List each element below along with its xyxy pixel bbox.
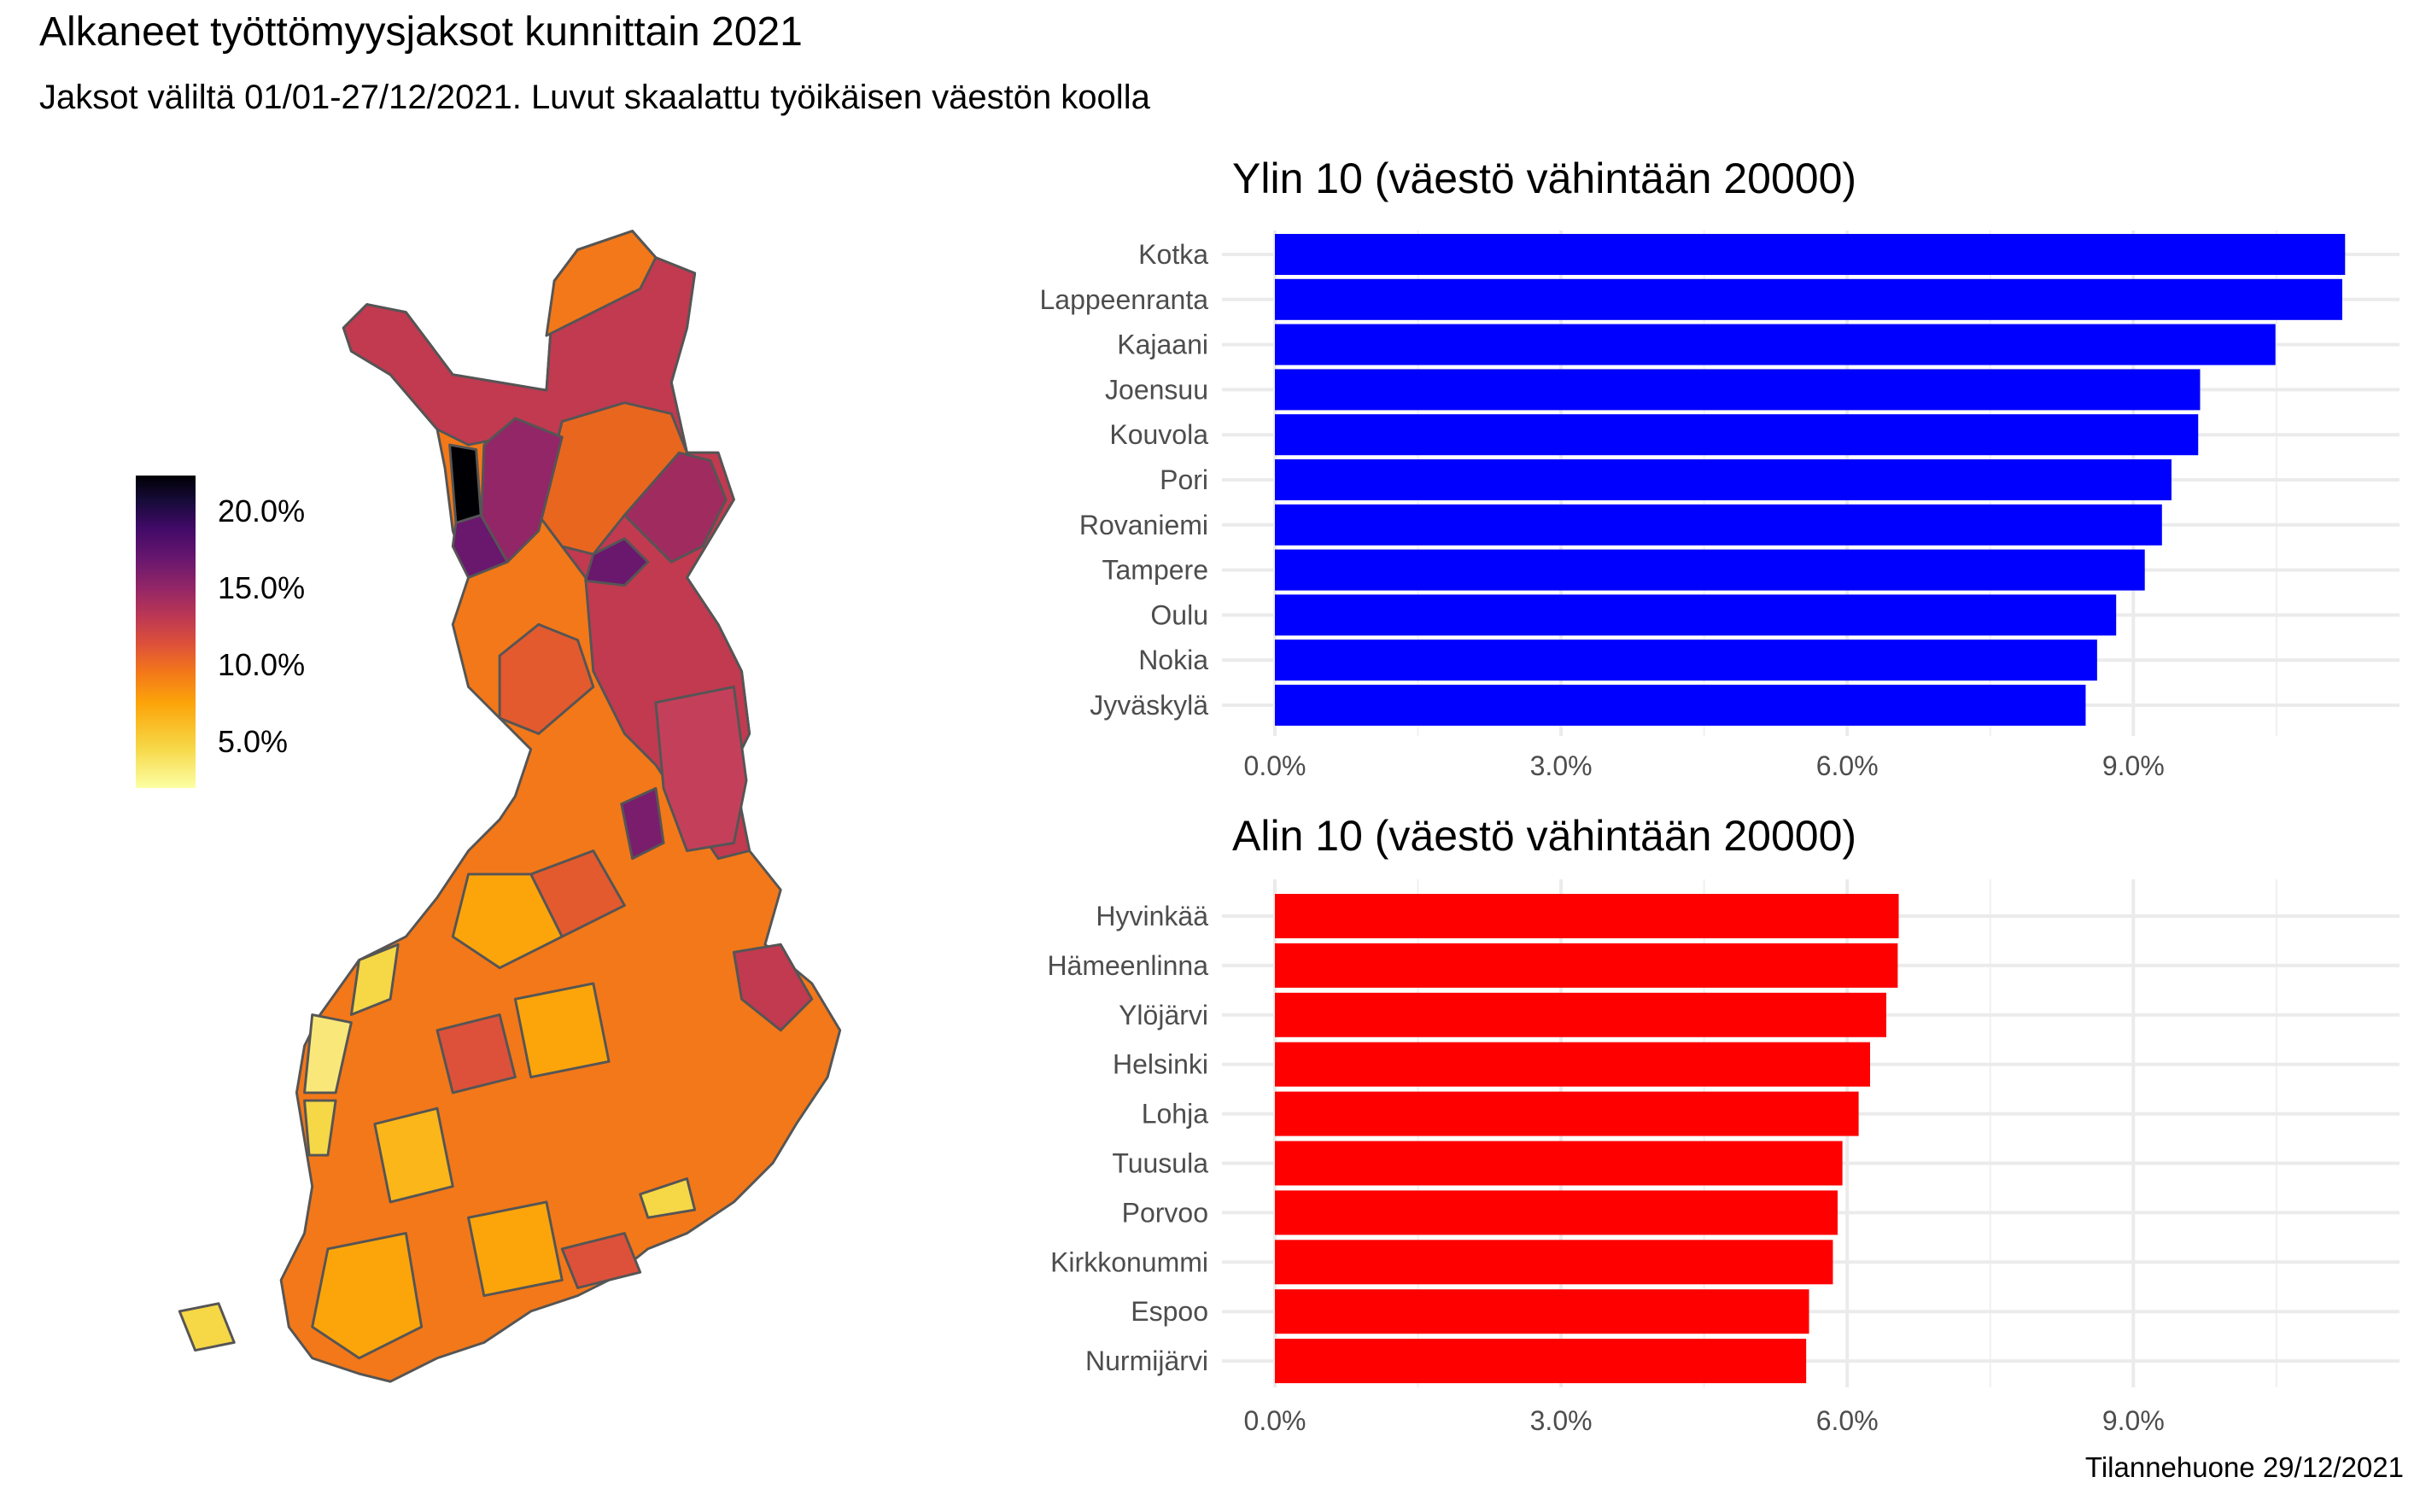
map-region-west-coast-3 (303, 1099, 337, 1157)
bar-nurmijärvi (1275, 1339, 1807, 1384)
x-tick-label: 6.0% (1816, 1405, 1879, 1436)
category-label: Kouvola (1109, 419, 1208, 450)
bar-espoo (1275, 1289, 1809, 1334)
bar-rovaniemi (1275, 504, 2162, 546)
caption: Tilannehuone 29/12/2021 (2084, 1451, 2404, 1483)
map-region-kainuu (654, 686, 748, 852)
map-region-central-1 (451, 873, 564, 970)
map-region-west-coast-1 (349, 943, 400, 1016)
legend-label: 20.0% (218, 493, 306, 528)
bar-kouvola (1275, 414, 2199, 456)
category-label: Porvoo (1122, 1197, 1208, 1228)
x-tick-label: 6.0% (1816, 750, 1879, 781)
bar-pori (1275, 459, 2172, 500)
category-label: Helsinki (1113, 1049, 1208, 1080)
bar-tampere (1275, 549, 2145, 591)
legend-label: 15.0% (218, 570, 306, 605)
map-region-central-2 (513, 982, 611, 1079)
category-label: Espoo (1131, 1296, 1208, 1327)
category-label: Nurmijärvi (1085, 1346, 1208, 1376)
category-label: Hyvinkää (1096, 901, 1208, 931)
chart-title: Alkaneet työttömyysjaksot kunnittain 202… (39, 9, 803, 55)
bar-joensuu (1275, 369, 2201, 411)
x-tick-label: 0.0% (1244, 1405, 1306, 1436)
map-region-west-coast-2 (303, 1013, 353, 1095)
category-label: Nokia (1138, 645, 1208, 675)
map-region-jyvaskyla (529, 849, 626, 938)
map-region-south-2 (560, 1232, 642, 1289)
x-tick-label: 0.0% (1244, 750, 1306, 781)
map-region-muonio (451, 513, 509, 579)
top10-chart-title: Ylin 10 (väestö vähintään 20000) (1232, 155, 1857, 202)
category-label: Rovaniemi (1079, 510, 1208, 540)
map-region-southeast (639, 1177, 697, 1219)
category-label: Lohja (1142, 1099, 1209, 1130)
bar-hyvinkää (1275, 894, 1899, 938)
bar-lohja (1275, 1091, 1859, 1136)
x-tick-label: 9.0% (2102, 1405, 2165, 1436)
x-tick-label: 3.0% (1530, 750, 1593, 781)
category-label: Oulu (1150, 599, 1208, 630)
map-region-kajaani (620, 786, 665, 861)
category-label: Joensuu (1105, 374, 1208, 405)
x-tick-label: 3.0% (1530, 1405, 1593, 1436)
bar-porvoo (1275, 1190, 1838, 1235)
map-region-southwest (311, 1232, 424, 1360)
x-tick-label: 9.0% (2102, 750, 2165, 781)
bar-nokia (1275, 639, 2097, 681)
category-label: Pori (1160, 464, 1208, 495)
category-label: Tuusula (1112, 1148, 1208, 1179)
bar-lappeenranta (1275, 278, 2342, 320)
bottom10-chart-title: Alin 10 (väestö vähintään 20000) (1232, 812, 1857, 860)
map-region-south-1 (467, 1200, 564, 1298)
bar-hämeenlinna (1275, 943, 1898, 988)
category-label: Kirkkonummi (1050, 1246, 1208, 1277)
bar-ylöjärvi (1275, 992, 1886, 1037)
category-label: Jyväskylä (1090, 690, 1208, 721)
bar-kotka (1275, 234, 2346, 275)
bar-oulu (1275, 594, 2117, 636)
bar-helsinki (1275, 1042, 1871, 1087)
bar-kajaani (1275, 324, 2276, 365)
map-region-sodankyla (537, 401, 688, 556)
map-region-tampere (435, 1013, 517, 1095)
map-region-kemijarvi (584, 537, 650, 587)
map-region-central-3 (373, 1106, 454, 1204)
category-label: Kotka (1138, 239, 1208, 270)
category-label: Kajaani (1117, 330, 1208, 360)
legend-label: 5.0% (218, 724, 289, 759)
category-label: Ylöjärvi (1119, 1000, 1208, 1030)
category-label: Tampere (1102, 555, 1209, 586)
map-region-oulu (498, 622, 595, 735)
category-label: Lappeenranta (1039, 284, 1208, 315)
category-label: Hämeenlinna (1047, 950, 1208, 981)
map-region-salla (623, 451, 728, 563)
bar-jyväskylä (1275, 685, 2086, 726)
map-region-aland (178, 1302, 236, 1352)
map-region-utsjoki (545, 230, 658, 337)
legend-label: 10.0% (218, 647, 306, 682)
bar-tuusula (1275, 1141, 1843, 1186)
chart-subtitle: Jaksot väliltä 01/01-27/12/2021. Luvut s… (39, 79, 1150, 116)
finland-choropleth-map (178, 230, 842, 1383)
map-region-kotka-east (732, 943, 814, 1032)
color-legend (136, 476, 196, 788)
bar-kirkkonummi (1275, 1240, 1833, 1285)
